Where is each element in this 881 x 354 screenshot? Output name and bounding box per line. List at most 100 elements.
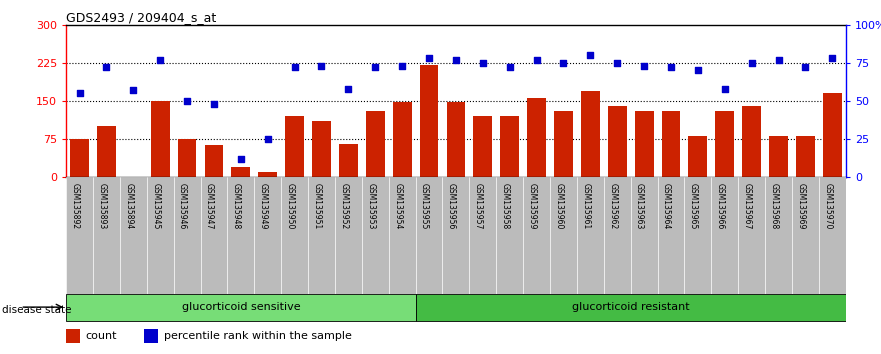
Bar	[631, 177, 657, 294]
Point	[287, 64, 301, 70]
Text: GSM135967: GSM135967	[743, 183, 751, 229]
Text: GSM135962: GSM135962	[608, 183, 618, 229]
Point	[422, 56, 436, 61]
Text: GSM135959: GSM135959	[528, 183, 537, 229]
Point	[503, 64, 517, 70]
Point	[557, 60, 571, 66]
Text: GSM135968: GSM135968	[769, 183, 779, 229]
Bar	[470, 177, 496, 294]
Point	[180, 98, 194, 104]
Bar	[738, 177, 765, 294]
Bar	[818, 177, 846, 294]
Bar	[823, 93, 841, 177]
Text: GSM135965: GSM135965	[689, 183, 698, 229]
Bar	[550, 177, 577, 294]
Text: GSM135958: GSM135958	[500, 183, 510, 229]
Bar	[389, 177, 416, 294]
Bar	[743, 106, 761, 177]
Text: GSM135950: GSM135950	[285, 183, 294, 229]
Text: GSM135951: GSM135951	[313, 183, 322, 229]
Text: GSM135955: GSM135955	[420, 183, 429, 229]
Text: GSM135946: GSM135946	[178, 183, 187, 229]
Point	[153, 57, 167, 63]
Bar	[496, 177, 523, 294]
Text: GSM135966: GSM135966	[715, 183, 725, 229]
Point	[664, 64, 678, 70]
Bar	[174, 177, 201, 294]
Bar	[554, 111, 573, 177]
Text: GSM135960: GSM135960	[554, 183, 564, 229]
Point	[448, 57, 463, 63]
Point	[691, 68, 705, 73]
Point	[825, 56, 840, 61]
Point	[744, 60, 759, 66]
Bar	[66, 293, 416, 321]
Bar	[362, 177, 389, 294]
Text: GSM135970: GSM135970	[824, 183, 833, 229]
Point	[476, 60, 490, 66]
Text: GSM135953: GSM135953	[366, 183, 375, 229]
Text: GSM135949: GSM135949	[259, 183, 268, 229]
Bar	[581, 91, 600, 177]
Bar	[97, 126, 115, 177]
Bar	[792, 177, 818, 294]
Text: GSM135954: GSM135954	[393, 183, 402, 229]
Bar	[339, 144, 358, 177]
Text: GSM135961: GSM135961	[581, 183, 590, 229]
Bar	[120, 177, 147, 294]
Point	[207, 101, 221, 107]
Bar	[765, 177, 792, 294]
Bar	[447, 102, 465, 177]
Text: glucorticoid sensitive: glucorticoid sensitive	[181, 302, 300, 312]
Bar	[416, 177, 442, 294]
Bar	[393, 102, 411, 177]
Bar	[715, 111, 734, 177]
Point	[368, 64, 382, 70]
Point	[341, 86, 355, 92]
Bar	[201, 177, 227, 294]
Point	[718, 86, 732, 92]
Bar	[70, 139, 89, 177]
Point	[315, 63, 329, 69]
Bar	[711, 177, 738, 294]
Bar	[442, 177, 470, 294]
Bar	[178, 139, 196, 177]
Text: GSM135963: GSM135963	[635, 183, 644, 229]
Point	[395, 63, 409, 69]
Bar	[796, 136, 815, 177]
Point	[583, 52, 597, 58]
Bar	[255, 177, 281, 294]
Point	[72, 90, 86, 96]
Bar	[227, 177, 255, 294]
Bar	[416, 293, 846, 321]
Point	[233, 156, 248, 161]
Bar	[685, 177, 711, 294]
Bar	[335, 177, 362, 294]
Bar	[151, 101, 169, 177]
Text: GSM135952: GSM135952	[339, 183, 348, 229]
Bar	[285, 116, 304, 177]
Point	[798, 64, 812, 70]
Text: GSM135945: GSM135945	[152, 183, 160, 229]
Text: glucorticoid resistant: glucorticoid resistant	[572, 302, 690, 312]
Bar	[603, 177, 631, 294]
Bar	[500, 116, 519, 177]
Bar	[688, 136, 707, 177]
Text: GSM135947: GSM135947	[205, 183, 214, 229]
Bar	[523, 177, 550, 294]
Point	[100, 64, 114, 70]
Bar	[657, 177, 685, 294]
Point	[611, 60, 625, 66]
Bar	[366, 111, 385, 177]
Text: GSM135948: GSM135948	[232, 183, 241, 229]
Text: GSM135956: GSM135956	[447, 183, 456, 229]
Bar	[419, 65, 439, 177]
Bar	[281, 177, 308, 294]
Text: GSM135892: GSM135892	[70, 183, 79, 229]
Text: GSM135969: GSM135969	[796, 183, 805, 229]
Text: GSM135957: GSM135957	[474, 183, 483, 229]
Point	[772, 57, 786, 63]
Text: percentile rank within the sample: percentile rank within the sample	[164, 331, 352, 341]
Bar	[312, 121, 331, 177]
Point	[637, 63, 651, 69]
